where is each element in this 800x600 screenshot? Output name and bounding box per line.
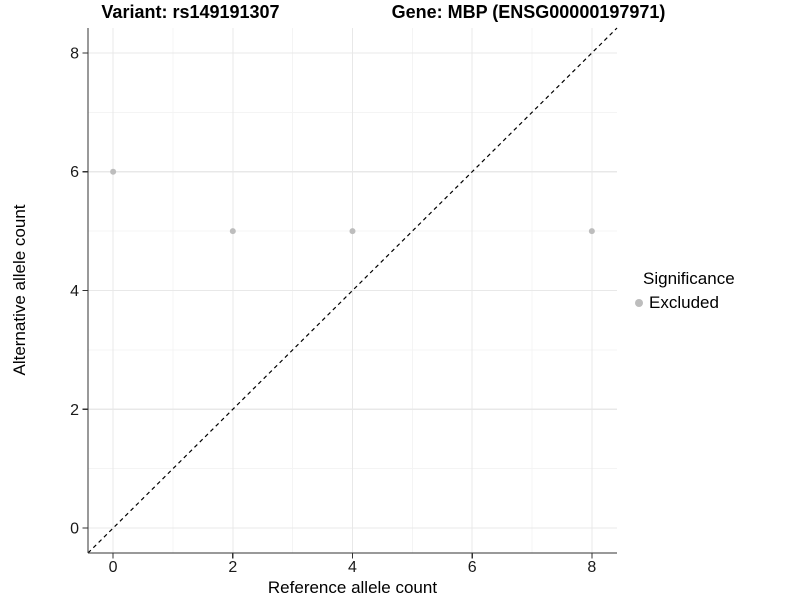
y-tick-label: 8 — [70, 45, 79, 62]
x-tick-label: 4 — [348, 559, 357, 576]
data-point — [229, 228, 236, 235]
data-point — [110, 168, 117, 175]
y-tick-label: 0 — [70, 521, 79, 538]
data-point — [588, 228, 595, 235]
legend-item-excluded: Excluded — [630, 293, 735, 313]
data-point — [349, 228, 356, 235]
plot-title-gene: Gene: MBP (ENSG00000197971) — [391, 2, 666, 22]
y-tick-label: 6 — [70, 164, 79, 181]
plot-title-variant: Variant: rs149191307 — [101, 2, 280, 22]
legend-item-label: Excluded — [649, 293, 719, 312]
legend: Significance Excluded — [630, 269, 735, 313]
x-tick-label: 8 — [587, 559, 596, 576]
legend-point-icon — [635, 299, 643, 307]
x-tick-label: 0 — [109, 559, 118, 576]
y-tick-label: 2 — [70, 402, 79, 419]
x-axis-title: Reference allele count — [267, 578, 438, 597]
legend-title: Significance — [643, 269, 735, 288]
y-axis-title: Alternative allele count — [10, 204, 29, 376]
y-tick-label: 4 — [70, 283, 79, 300]
x-tick-label: 2 — [228, 559, 237, 576]
x-tick-label: 6 — [468, 559, 477, 576]
